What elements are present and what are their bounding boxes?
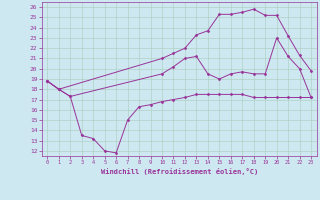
X-axis label: Windchill (Refroidissement éolien,°C): Windchill (Refroidissement éolien,°C)	[100, 168, 258, 175]
